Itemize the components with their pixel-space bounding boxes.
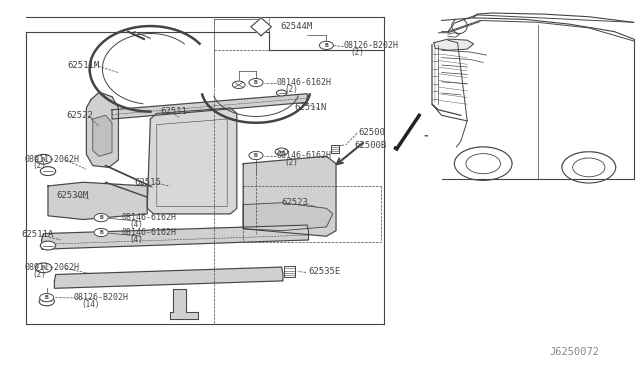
Circle shape (232, 81, 245, 89)
Circle shape (39, 297, 54, 306)
Text: B: B (99, 230, 103, 235)
Text: (14): (14) (81, 300, 100, 309)
Text: (2): (2) (351, 48, 365, 57)
Text: 62511: 62511 (160, 107, 187, 116)
Polygon shape (251, 18, 271, 36)
Text: 62515: 62515 (134, 178, 161, 187)
Text: (4): (4) (129, 220, 143, 229)
Text: 08146-6162H: 08146-6162H (122, 213, 177, 222)
Text: 62535E: 62535E (308, 267, 340, 276)
Circle shape (319, 41, 333, 49)
Text: (2): (2) (32, 270, 46, 279)
Polygon shape (48, 182, 147, 219)
Circle shape (466, 154, 500, 174)
Circle shape (40, 167, 56, 176)
Text: 08146-6162H: 08146-6162H (276, 151, 332, 160)
Text: 08126-B202H: 08126-B202H (343, 41, 398, 50)
Circle shape (40, 294, 54, 302)
Bar (284, 266, 295, 277)
Text: 08146-6162H: 08146-6162H (276, 78, 332, 87)
Text: 62500B: 62500B (354, 141, 386, 150)
Text: B: B (254, 80, 258, 85)
Text: 62500: 62500 (358, 128, 385, 137)
Circle shape (249, 78, 263, 87)
Polygon shape (86, 92, 118, 167)
Polygon shape (112, 94, 307, 119)
Text: 62511M: 62511M (67, 61, 99, 70)
Circle shape (35, 263, 52, 273)
Circle shape (562, 152, 616, 183)
Text: (2): (2) (32, 161, 46, 170)
Text: 08126-B202H: 08126-B202H (74, 293, 129, 302)
Text: B: B (254, 153, 258, 158)
Text: 08911-2062H: 08911-2062H (24, 155, 79, 164)
Polygon shape (147, 108, 237, 214)
Circle shape (35, 154, 52, 164)
Text: 62530M: 62530M (56, 191, 88, 200)
Circle shape (275, 148, 288, 155)
Text: (2): (2) (284, 158, 298, 167)
Text: 62544M: 62544M (280, 22, 312, 31)
Circle shape (40, 241, 56, 250)
Circle shape (573, 158, 605, 177)
Circle shape (94, 214, 108, 222)
Polygon shape (434, 39, 474, 50)
Text: (2): (2) (284, 85, 298, 94)
Text: 08146-6162H: 08146-6162H (122, 228, 177, 237)
Circle shape (94, 228, 108, 237)
Text: 08911-2062H: 08911-2062H (24, 263, 79, 272)
Polygon shape (54, 267, 283, 288)
Text: 62511A: 62511A (21, 230, 53, 239)
Text: B: B (45, 295, 49, 300)
Polygon shape (243, 203, 333, 231)
Text: N: N (42, 265, 45, 270)
Polygon shape (93, 115, 112, 156)
Polygon shape (170, 289, 198, 319)
Text: 62523: 62523 (282, 198, 308, 207)
Text: (4): (4) (129, 235, 143, 244)
Text: B: B (324, 43, 328, 48)
Text: N: N (42, 157, 45, 162)
Polygon shape (243, 156, 336, 236)
Text: 62511N: 62511N (294, 103, 326, 112)
Text: 62522: 62522 (66, 111, 93, 120)
Polygon shape (42, 225, 308, 249)
Text: B: B (99, 215, 103, 220)
Circle shape (249, 151, 263, 160)
Circle shape (276, 90, 287, 96)
Bar (331, 145, 339, 153)
Circle shape (454, 147, 512, 180)
Text: J6250072: J6250072 (549, 347, 599, 356)
